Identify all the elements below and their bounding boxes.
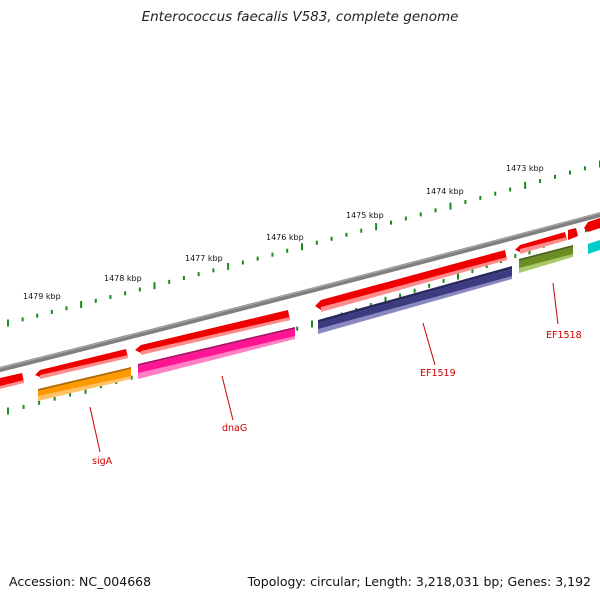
scale-tick (428, 283, 431, 288)
scale-tick (94, 298, 97, 303)
cds-arrow[interactable] (315, 250, 507, 312)
scale-tick (509, 187, 512, 192)
gene-next[interactable] (588, 240, 600, 254)
scale-tick (449, 202, 452, 210)
scale-tick (168, 279, 171, 284)
scale-tick (286, 248, 289, 253)
scale-tick (38, 400, 41, 405)
scale-tick (514, 253, 517, 258)
scale-label: 1476 kbp (266, 233, 304, 242)
gene-dnaG[interactable] (138, 327, 295, 379)
scale-tick (384, 296, 387, 304)
scale-tick (99, 384, 102, 389)
gene-label-sigA: sigA (92, 456, 113, 467)
scale-tick (419, 212, 422, 217)
cds-arrow[interactable] (568, 228, 578, 240)
scale-label: 1477 kbp (185, 254, 223, 263)
scale-tick (471, 269, 474, 274)
scale-tick (109, 295, 112, 300)
scale-tick (256, 256, 259, 261)
outer-scale-ticks (7, 160, 600, 327)
scale-tick (301, 243, 303, 251)
scale-tick (311, 320, 313, 328)
scale-tick (182, 276, 185, 281)
scale-tick (271, 252, 274, 257)
scale-tick (36, 313, 39, 318)
scale-label: 1475 kbp (346, 211, 384, 220)
scale-tick (369, 303, 372, 308)
scale-label: 1479 kbp (23, 292, 61, 301)
scale-tick (479, 195, 482, 200)
scale-tick (434, 208, 437, 213)
scale-tick (65, 306, 68, 311)
scale-tick (315, 240, 318, 245)
scale-tick (375, 223, 378, 231)
scale-tick (7, 319, 9, 327)
scale-tick (485, 264, 488, 269)
cds-strand (0, 218, 600, 389)
scale-tick (80, 301, 83, 309)
scale-tick (360, 228, 363, 233)
map-title: Enterococcus faecalis V583, complete gen… (141, 9, 459, 25)
scale-tick (524, 181, 527, 189)
genome-backbone (0, 212, 600, 373)
gene-label-EF1518: EF1518 (546, 330, 582, 341)
scale-tick (584, 228, 587, 233)
scale-tick (464, 200, 467, 205)
scale-label: 1474 kbp (426, 187, 464, 196)
cds-arrow[interactable] (135, 310, 290, 355)
scale-tick (212, 268, 215, 273)
topology-summary: Topology: circular; Length: 3,218,031 bp… (247, 574, 591, 589)
scale-tick (539, 179, 542, 184)
gene-EF1519[interactable] (318, 266, 512, 334)
cds-arrow[interactable] (35, 349, 128, 379)
gene-label-dnaG: dnaG (222, 423, 247, 434)
scale-tick (345, 232, 348, 237)
scale-tick (7, 407, 9, 415)
gene-features (38, 240, 600, 401)
scale-tick (330, 236, 333, 241)
scale-tick (554, 174, 557, 179)
scale-tick (153, 282, 156, 290)
scale-tick (494, 191, 497, 196)
gene-label-leaders (89, 282, 559, 453)
scale-tick (50, 309, 53, 314)
scale-tick (227, 262, 230, 270)
scale-tick (53, 396, 56, 401)
scale-tick (130, 375, 133, 380)
scale-tick (84, 386, 87, 394)
scale-tick (138, 287, 141, 292)
scale-tick (457, 272, 459, 280)
scale-tick (241, 260, 244, 265)
gene-EF1518[interactable] (519, 245, 573, 273)
scale-tick (442, 278, 445, 283)
scale-tick (569, 170, 572, 175)
scale-tick (69, 392, 72, 397)
cds-arrow[interactable] (515, 232, 567, 254)
accession-text: Accession: NC_004668 (9, 574, 152, 589)
scale-tick (389, 220, 392, 225)
scale-label: 1473 kbp (506, 164, 544, 173)
gene-sigA[interactable] (38, 367, 131, 401)
scale-labels: 1473 kbp 1474 kbp 1475 kbp 1476 kbp 1477 kbp… (23, 164, 544, 301)
scale-tick (197, 272, 200, 277)
scale-tick (124, 291, 127, 296)
cds-arrow[interactable] (584, 218, 600, 232)
gene-label-EF1519: EF1519 (420, 368, 456, 379)
scale-tick (296, 326, 299, 331)
scale-tick (21, 317, 24, 322)
scale-tick (22, 404, 25, 409)
scale-tick (404, 216, 407, 221)
cds-arrow[interactable] (0, 373, 24, 389)
scale-tick (413, 288, 416, 293)
scale-tick (584, 166, 587, 171)
scale-tick (399, 293, 402, 298)
scale-label: 1478 kbp (104, 274, 142, 283)
